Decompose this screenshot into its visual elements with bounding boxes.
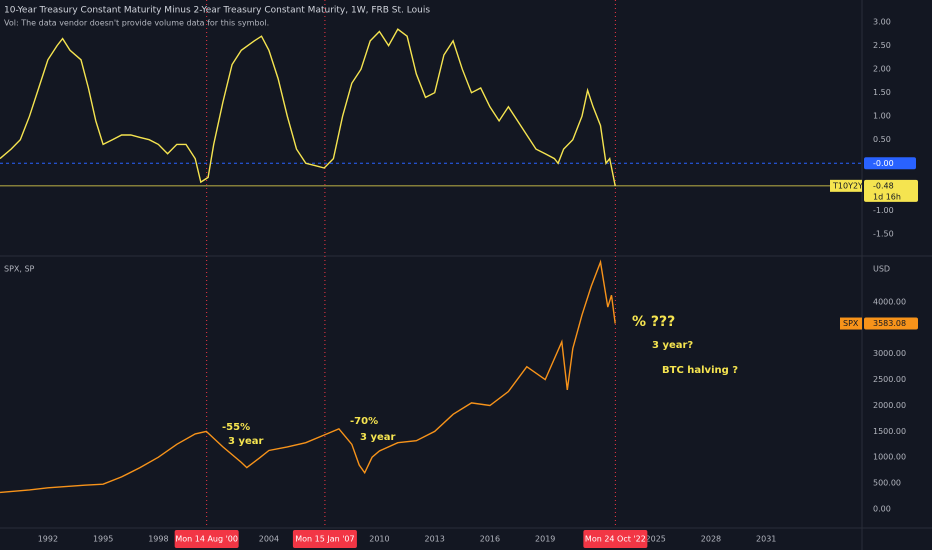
y-tick-label: 2000.00 — [873, 401, 906, 410]
symbol-label: T10Y2Y — [832, 181, 863, 190]
x-tick-label: 1992 — [38, 535, 58, 544]
unit-label: USD — [873, 265, 890, 274]
last-value-tag — [864, 317, 918, 330]
price-line-label: -0.00 — [873, 159, 894, 168]
y-tick-label: 500.00 — [873, 479, 901, 488]
chart-title: SPX, SP — [4, 265, 35, 274]
x-tick-label: 2025 — [646, 535, 666, 544]
x-tick-label: 2016 — [480, 535, 500, 544]
x-tick-label: 2004 — [259, 535, 279, 544]
y-tick-label: 1500.00 — [873, 427, 906, 436]
y-tick-label: -1.50 — [873, 229, 894, 238]
marker-label: Mon 24 Oct '22 — [585, 535, 646, 544]
annotation: 3 year? — [652, 340, 693, 351]
y-tick-label: 0.50 — [873, 135, 891, 144]
symbol-tag — [840, 317, 862, 330]
annotation: -70% — [350, 416, 378, 427]
y-tick-label: 3000.00 — [873, 349, 906, 358]
last-value-tag — [864, 179, 918, 202]
y-tick-label: 1.50 — [873, 88, 891, 97]
chart-subtitle: Vol: The data vendor doesn't provide vol… — [4, 19, 269, 28]
x-tick-label: 2028 — [701, 535, 721, 544]
chart-title: 10-Year Treasury Constant Maturity Minus… — [4, 6, 430, 16]
y-tick-label: 2500.00 — [873, 375, 906, 384]
marker-label: Mon 14 Aug '00 — [175, 535, 238, 544]
last-value-label: -0.48 — [873, 181, 894, 190]
y-tick-label: -1.00 — [873, 206, 894, 215]
price-line-tag — [864, 157, 916, 170]
y-tick-label: 1000.00 — [873, 453, 906, 462]
x-tick-label: 1995 — [93, 535, 113, 544]
annotation: % ??? — [632, 314, 675, 330]
marker-label: Mon 15 Jan '07 — [295, 535, 354, 544]
y-tick-label: 2.00 — [873, 65, 891, 74]
x-tick-label: 2010 — [369, 535, 389, 544]
x-tick-label: 2031 — [756, 535, 776, 544]
symbol-label: SPX — [843, 319, 859, 328]
annotation: 3 year — [228, 436, 263, 447]
marker-tag — [292, 530, 357, 548]
y-tick-label: 0.00 — [873, 505, 891, 514]
x-tick-label: 1998 — [148, 535, 168, 544]
x-tick-label: 2019 — [535, 535, 555, 544]
annotation: BTC halving ? — [662, 365, 738, 376]
x-tick-label: 2013 — [425, 535, 445, 544]
marker-tag — [174, 530, 239, 548]
line-series — [0, 28, 616, 186]
symbol-tag — [830, 179, 862, 192]
last-value-label: 3583.08 — [873, 319, 906, 328]
marker-tag — [583, 530, 648, 548]
y-tick-label: 3.00 — [873, 18, 891, 27]
line-series — [0, 259, 616, 494]
y-tick-label: 1.00 — [873, 112, 891, 121]
y-tick-label: 2.50 — [873, 41, 891, 50]
annotation: -55% — [222, 422, 250, 433]
countdown-label: 1d 16h — [873, 192, 901, 201]
annotation: 3 year — [360, 432, 395, 443]
y-tick-label: 4000.00 — [873, 297, 906, 306]
